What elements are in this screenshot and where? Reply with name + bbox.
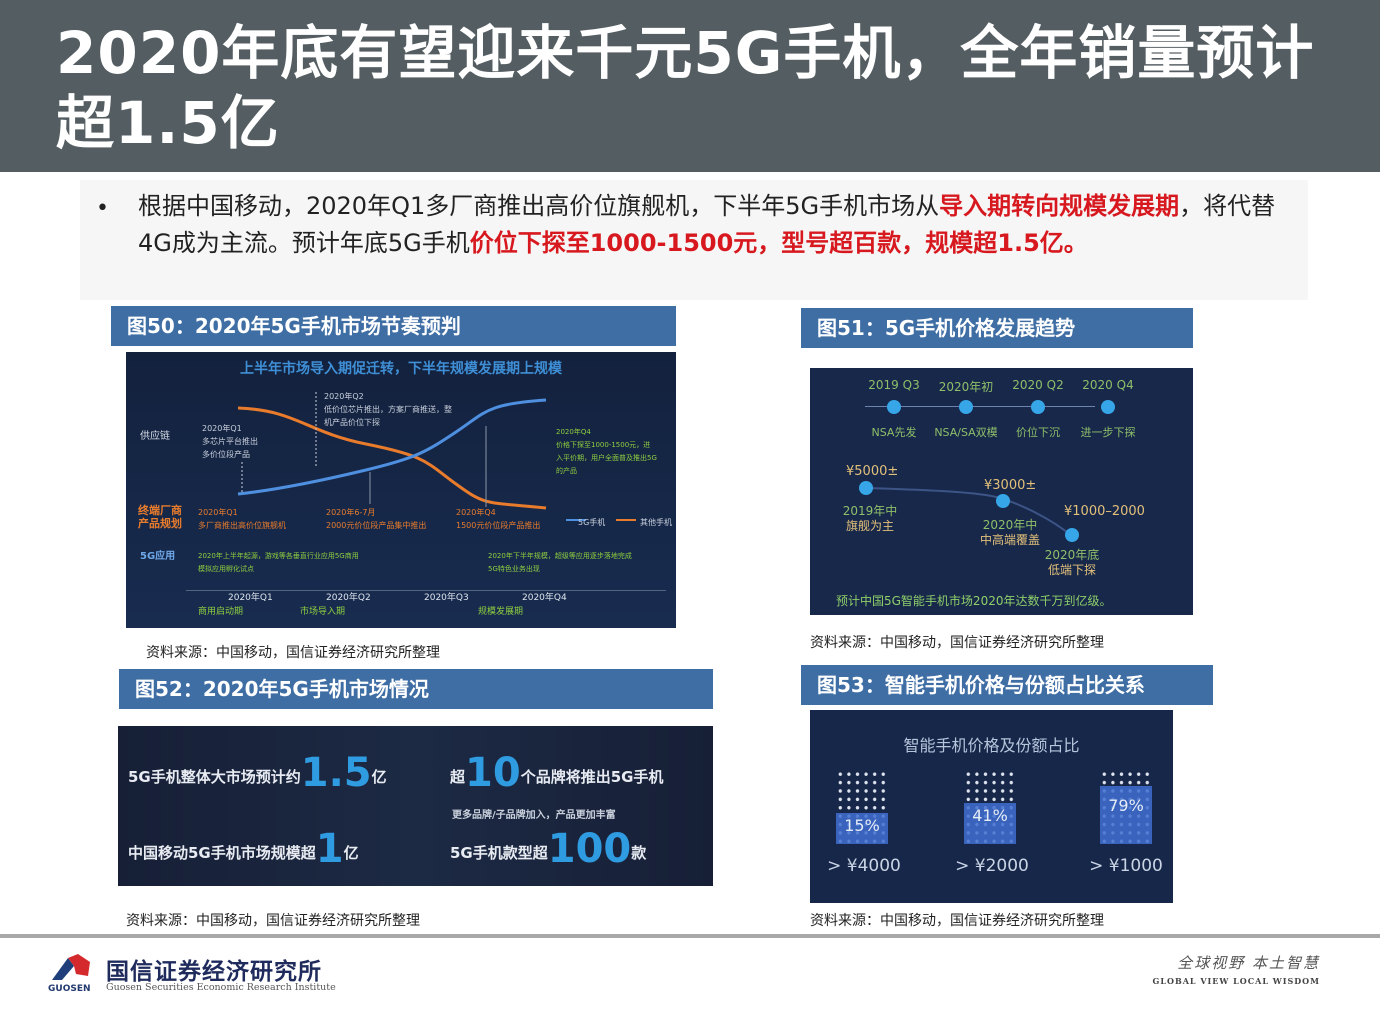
milestone-dot bbox=[1031, 400, 1045, 414]
price-dot bbox=[996, 494, 1010, 508]
stat-brands: 超10个品牌将推出5G手机 bbox=[450, 750, 664, 796]
share-bar: 41% bbox=[964, 770, 1016, 844]
annotation-q4-supply: 2020年Q4 价格下探至1000-1500元，进 入平价期，用户全面普及推出5… bbox=[556, 428, 657, 475]
org-name-en: Guosen Securities Economic Research Inst… bbox=[106, 982, 336, 993]
price-dot bbox=[859, 481, 873, 495]
price-label: ¥3000± bbox=[984, 478, 1037, 493]
milestone-line bbox=[865, 406, 1095, 407]
milestone-time: 2020年初 bbox=[938, 380, 994, 394]
summary-box: • 根据中国移动，2020年Q1多厂商推出高价位旗舰机，下半年5G手机市场从导入… bbox=[80, 180, 1308, 300]
annotation-q1-vendor: 2020年Q1 多厂商推出高价位旗舰机 bbox=[198, 508, 286, 530]
milestone-dot bbox=[959, 400, 973, 414]
row-label-app: 5G应用 bbox=[140, 551, 176, 562]
price-dot bbox=[1065, 528, 1079, 542]
annotation-q1-supply: 2020年Q1 多芯片平台推出 多价位段产品 bbox=[202, 424, 258, 459]
stat-models: 5G手机款型超100款 bbox=[450, 826, 647, 872]
stat-china-mobile: 中国移动5G手机市场规模超1亿 bbox=[128, 826, 359, 872]
price-note: 预计中国5G智能手机市场2020年达数千万到亿级。 bbox=[836, 594, 1112, 608]
milestone-stage: 价位下沉 bbox=[1016, 426, 1060, 439]
annotation-app-h2: 2020年下半年规模，超级等应用逐步落地完成 5G特色业务出现 bbox=[488, 552, 632, 573]
page-title: 2020年底有望迎来千元5G手机，全年销量预计超1.5亿 bbox=[56, 19, 1315, 157]
stage-launch: 商用启动期 bbox=[198, 607, 244, 617]
milestone-dot bbox=[1101, 400, 1115, 414]
org-name-cn: 国信证券经济研究所 bbox=[106, 958, 322, 985]
price-period: 2020年底 低端下探 bbox=[1044, 548, 1100, 577]
bullet-icon: • bbox=[96, 196, 109, 221]
timeline-q2: 2020年Q2 bbox=[326, 593, 371, 603]
footer-divider bbox=[0, 934, 1380, 938]
summary-segment: 根据中国移动，2020年Q1多厂商推出高价位旗舰机，下半年5G手机市场从 bbox=[138, 192, 940, 220]
summary-highlight: 价位下探至1000-1500元，型号超百款，规模超1.5亿。 bbox=[469, 229, 1088, 257]
figure-51-image: 2019 Q3 2020年初 2020 Q2 2020 Q4 NSA先发 NSA… bbox=[810, 368, 1193, 615]
summary-segment: ，将代替4G成为主流。预计年底5G手机 bbox=[138, 192, 1276, 257]
summary-highlight: 导入期转向规模发展期 bbox=[939, 192, 1180, 220]
price-period: 2019年中 旗舰为主 bbox=[842, 504, 898, 533]
price-tier-label: > ¥1000 bbox=[1089, 856, 1163, 876]
figure-52-title: 图52：2020年5G手机市场情况 bbox=[119, 669, 713, 709]
guosen-logo-icon bbox=[52, 954, 90, 980]
share-bar: 79% bbox=[1100, 770, 1152, 844]
figure-50-header: 上半年市场导入期促迁转，下半年规模发展期上规模 bbox=[240, 361, 562, 377]
price-tier-label: > ¥2000 bbox=[955, 856, 1029, 876]
share-value: 79% bbox=[1108, 796, 1144, 815]
chart-title: 智能手机价格及份额占比 bbox=[903, 736, 1080, 755]
price-tier-label: > ¥4000 bbox=[827, 856, 901, 876]
figure-53-source: 资料来源：中国移动，国信证券经济研究所整理 bbox=[810, 913, 1104, 929]
milestone-time: 2020 Q4 bbox=[1082, 378, 1134, 392]
slogan-en: GLOBAL VIEW LOCAL WISDOM bbox=[1152, 976, 1320, 986]
figure-53-chart: 智能手机价格及份额占比 15% 41% 79% > ¥4000 > ¥2000 … bbox=[810, 710, 1173, 903]
figure-52-source: 资料来源：中国移动，国信证券经济研究所整理 bbox=[126, 913, 420, 929]
slogan-cn: 全球视野 本土智慧 bbox=[1177, 954, 1320, 972]
figure-51-source: 资料来源：中国移动，国信证券经济研究所整理 bbox=[810, 635, 1104, 651]
annotation-q2-supply: 2020年Q2 低价位芯片推出，方案厂商推送，整 机产品价位下探 bbox=[324, 392, 452, 427]
timeline-q1: 2020年Q1 bbox=[228, 593, 273, 603]
price-label: ¥5000± bbox=[846, 464, 899, 479]
stat-brands-note: 更多品牌/子品牌加入，产品更加丰富 bbox=[452, 810, 616, 821]
milestone-stage: NSA先发 bbox=[871, 426, 917, 439]
legend-other: 其他手机 bbox=[640, 518, 672, 527]
figure-52-image: 5G手机整体大市场预计约1.5亿 超10个品牌将推出5G手机 更多品牌/子品牌加… bbox=[118, 726, 713, 886]
figure-50-image: 上半年市场导入期促迁转，下半年规模发展期上规模 供应链 2020年Q1 多芯片平… bbox=[126, 352, 676, 628]
annotation-jun-vendor: 2020年6-7月 2000元价位段产品集中推出 bbox=[326, 508, 427, 530]
milestone-time: 2019 Q3 bbox=[868, 378, 920, 392]
milestone-time: 2020 Q2 bbox=[1012, 378, 1064, 392]
stage-intro: 市场导入期 bbox=[300, 607, 346, 617]
row-label-supply: 供应链 bbox=[140, 431, 170, 442]
milestone-stage: NSA/SA双模 bbox=[934, 426, 998, 439]
figure-50-title: 图50：2020年5G手机市场节奏预判 bbox=[111, 306, 676, 346]
stat-market-size: 5G手机整体大市场预计约1.5亿 bbox=[128, 750, 387, 796]
share-value: 15% bbox=[844, 816, 880, 835]
legend-5g: 5G手机 bbox=[578, 518, 606, 527]
title-bar: 2020年底有望迎来千元5G手机，全年销量预计超1.5亿 bbox=[0, 0, 1380, 172]
annotation-app-h1: 2020年上半年起源，游戏等各垂直行业应用5G商用 模拟应用孵化试点 bbox=[198, 552, 359, 573]
figure-50-source: 资料来源：中国移动，国信证券经济研究所整理 bbox=[146, 645, 440, 661]
figure-53-title: 图53：智能手机价格与份额占比关系 bbox=[801, 665, 1213, 705]
logo-abbr: GUOSEN bbox=[48, 984, 91, 994]
share-value: 41% bbox=[972, 806, 1008, 825]
row-label-vendor: 终端厂商 产品规划 bbox=[138, 504, 182, 530]
timeline-axis bbox=[186, 590, 666, 591]
milestone-dot bbox=[887, 400, 901, 414]
slogan: 全球视野 本土智慧 GLOBAL VIEW LOCAL WISDOM bbox=[1153, 952, 1320, 986]
timeline-q4: 2020年Q4 bbox=[522, 593, 567, 603]
timeline-q3: 2020年Q3 bbox=[424, 593, 469, 603]
annotation-q4-vendor: 2020年Q4 1500元价位段产品推出 bbox=[456, 508, 541, 530]
price-label: ¥1000–2000 bbox=[1064, 504, 1145, 519]
milestone-stage: 进一步下探 bbox=[1080, 426, 1136, 439]
figure-51-title: 图51：5G手机价格发展趋势 bbox=[801, 308, 1193, 348]
market-rhythm-curves bbox=[237, 392, 636, 521]
price-period: 2020年中 中高端覆盖 bbox=[979, 518, 1040, 547]
share-bar: 15% bbox=[836, 770, 888, 844]
summary-text: 根据中国移动，2020年Q1多厂商推出高价位旗舰机，下半年5G手机市场从导入期转… bbox=[138, 188, 1298, 262]
stage-scale: 规模发展期 bbox=[478, 607, 524, 617]
